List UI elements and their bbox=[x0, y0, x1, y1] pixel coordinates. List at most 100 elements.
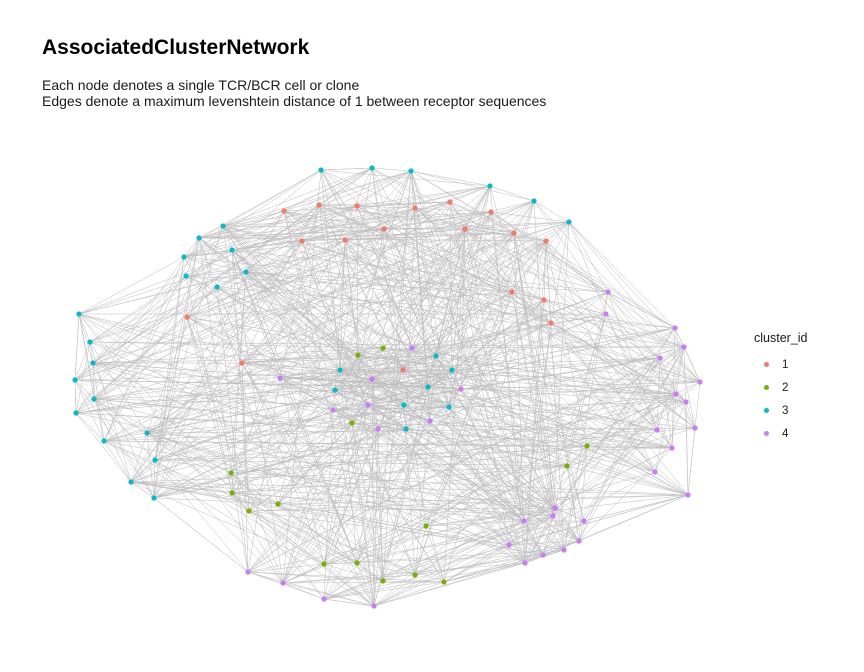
node-cluster-1 bbox=[381, 226, 387, 232]
node-cluster-4 bbox=[552, 505, 558, 511]
node-cluster-4 bbox=[522, 560, 528, 566]
node-cluster-1 bbox=[342, 237, 348, 243]
node-cluster-3 bbox=[91, 396, 97, 402]
node-cluster-3 bbox=[152, 457, 158, 463]
node-cluster-1 bbox=[488, 209, 494, 215]
node-cluster-3 bbox=[401, 402, 407, 408]
node-cluster-4 bbox=[321, 596, 327, 602]
node-cluster-4 bbox=[561, 547, 567, 553]
node-cluster-4 bbox=[375, 426, 381, 432]
node-cluster-4 bbox=[521, 518, 527, 524]
edge-layer bbox=[74, 167, 701, 607]
node-cluster-4 bbox=[330, 407, 336, 413]
node-cluster-1 bbox=[299, 238, 305, 244]
node-cluster-2 bbox=[441, 579, 447, 585]
legend-dot-4 bbox=[763, 431, 769, 436]
plot-title: AssociatedClusterNetwork bbox=[42, 36, 310, 59]
legend-dot-1 bbox=[763, 362, 769, 367]
legend-dot-2 bbox=[763, 385, 769, 390]
node-cluster-2 bbox=[355, 352, 361, 358]
node-cluster-3 bbox=[90, 360, 96, 366]
node-cluster-3 bbox=[332, 387, 338, 393]
node-cluster-4 bbox=[669, 445, 675, 451]
node-cluster-4 bbox=[685, 492, 691, 498]
node-cluster-4 bbox=[540, 552, 546, 558]
node-cluster-1 bbox=[281, 208, 287, 214]
node-cluster-4 bbox=[681, 344, 687, 350]
node-cluster-4 bbox=[365, 402, 371, 408]
node-cluster-4 bbox=[692, 425, 698, 431]
node-cluster-2 bbox=[321, 561, 327, 567]
legend-label-4: 4 bbox=[782, 427, 789, 440]
node-cluster-2 bbox=[380, 578, 386, 584]
node-cluster-3 bbox=[487, 183, 493, 189]
node-cluster-1 bbox=[316, 202, 322, 208]
node-cluster-3 bbox=[128, 479, 134, 485]
node-cluster-2 bbox=[423, 523, 429, 529]
node-cluster-3 bbox=[101, 438, 107, 444]
node-cluster-2 bbox=[246, 508, 252, 514]
node-cluster-3 bbox=[433, 353, 439, 359]
node-cluster-4 bbox=[603, 311, 609, 317]
node-cluster-4 bbox=[458, 386, 464, 392]
node-cluster-1 bbox=[541, 297, 547, 303]
legend-dot-3 bbox=[763, 408, 769, 413]
node-cluster-4 bbox=[673, 391, 679, 397]
node-cluster-4 bbox=[371, 603, 377, 609]
node-cluster-1 bbox=[511, 230, 517, 236]
node-cluster-2 bbox=[584, 443, 590, 449]
node-cluster-4 bbox=[697, 379, 703, 385]
subtitle-line-1: Each node denotes a single TCR/BCR cell … bbox=[42, 77, 360, 93]
network-edges bbox=[74, 167, 701, 607]
node-cluster-1 bbox=[354, 203, 360, 209]
node-cluster-1 bbox=[400, 367, 406, 373]
node-cluster-4 bbox=[277, 375, 283, 381]
node-cluster-3 bbox=[181, 254, 187, 260]
node-cluster-3 bbox=[243, 269, 249, 275]
node-cluster-3 bbox=[72, 377, 78, 383]
node-cluster-1 bbox=[462, 226, 468, 232]
node-cluster-4 bbox=[672, 325, 678, 331]
node-cluster-3 bbox=[76, 311, 82, 317]
node-cluster-3 bbox=[151, 495, 157, 501]
node-cluster-3 bbox=[144, 430, 150, 436]
node-cluster-3 bbox=[403, 426, 409, 432]
legend-label-2: 2 bbox=[782, 381, 789, 394]
plot-subtitle: Each node denotes a single TCR/BCR cell … bbox=[42, 77, 546, 109]
node-cluster-4 bbox=[657, 355, 663, 361]
legend-item-3: 3 bbox=[754, 399, 808, 422]
node-cluster-4 bbox=[245, 569, 251, 575]
node-cluster-1 bbox=[543, 238, 549, 244]
node-cluster-3 bbox=[408, 168, 414, 174]
legend: cluster_id 1 2 3 4 bbox=[754, 331, 808, 445]
node-cluster-4 bbox=[683, 399, 689, 405]
node-cluster-2 bbox=[229, 490, 235, 496]
node-cluster-3 bbox=[446, 404, 452, 410]
node-cluster-3 bbox=[566, 219, 572, 225]
legend-item-2: 2 bbox=[754, 376, 808, 399]
subtitle-line-2: Edges denote a maximum levenshtein dista… bbox=[42, 93, 547, 109]
node-cluster-2 bbox=[380, 345, 386, 351]
node-cluster-4 bbox=[369, 376, 375, 382]
node-cluster-3 bbox=[196, 235, 202, 241]
node-cluster-3 bbox=[214, 284, 220, 290]
node-cluster-1 bbox=[447, 199, 453, 205]
node-cluster-3 bbox=[220, 223, 226, 229]
node-cluster-3 bbox=[369, 165, 375, 171]
node-cluster-3 bbox=[337, 367, 343, 373]
node-cluster-4 bbox=[581, 518, 587, 524]
node-cluster-3 bbox=[73, 410, 79, 416]
node-cluster-2 bbox=[349, 420, 355, 426]
node-cluster-4 bbox=[652, 469, 658, 475]
node-cluster-4 bbox=[654, 427, 660, 433]
node-cluster-1 bbox=[509, 289, 515, 295]
legend-label-3: 3 bbox=[782, 404, 789, 417]
node-cluster-1 bbox=[548, 320, 554, 326]
node-cluster-4 bbox=[550, 513, 556, 519]
node-cluster-2 bbox=[564, 463, 570, 469]
node-cluster-1 bbox=[184, 314, 190, 320]
node-cluster-3 bbox=[449, 367, 455, 373]
node-cluster-2 bbox=[354, 560, 360, 566]
node-cluster-4 bbox=[605, 289, 611, 295]
